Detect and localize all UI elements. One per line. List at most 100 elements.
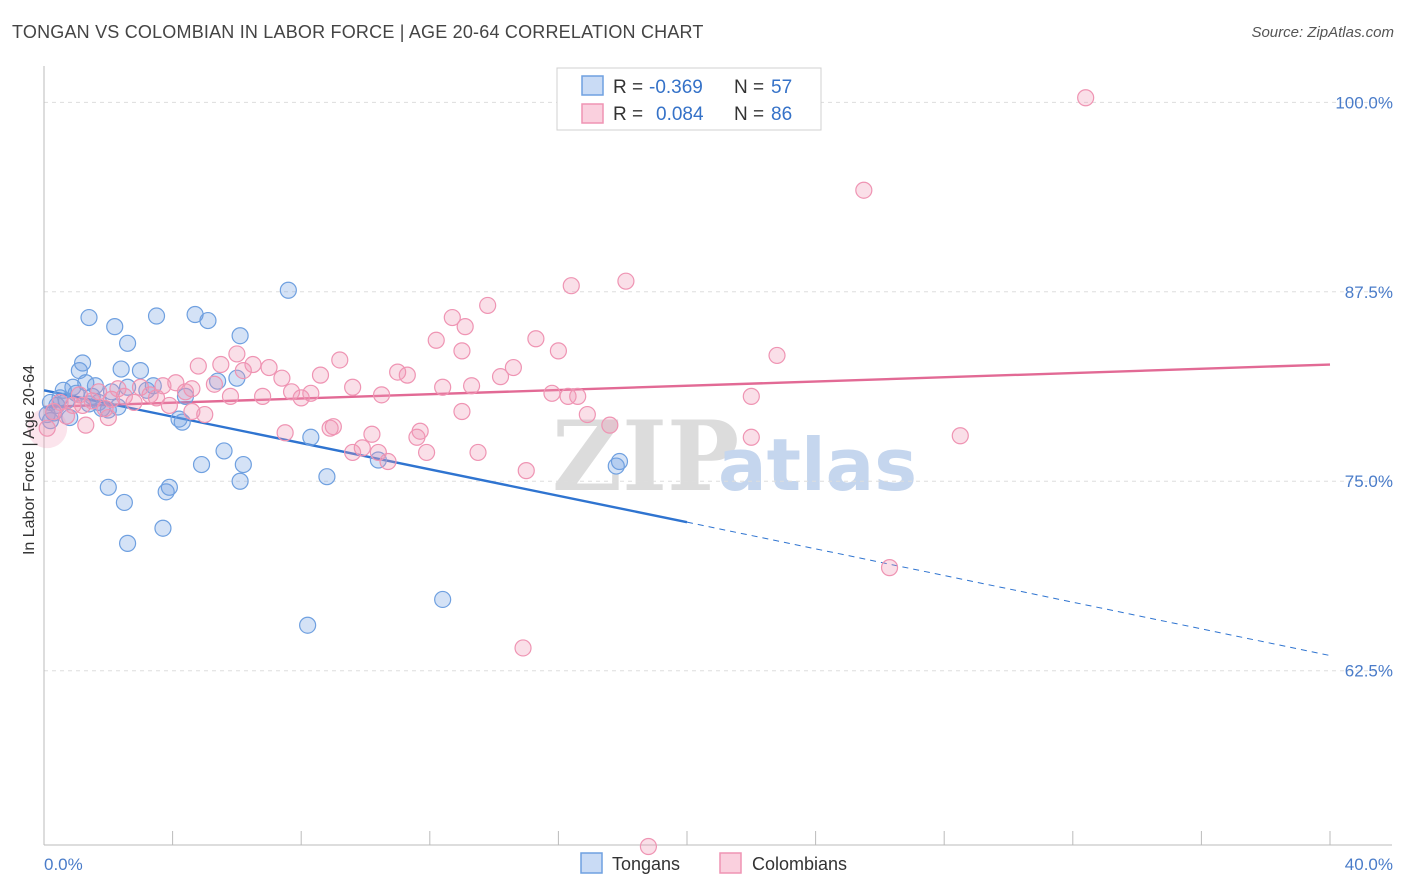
legend-swatch-tongans <box>581 75 604 96</box>
point-tongans-24 <box>80 308 98 327</box>
y-tick-label-2: 75.0% <box>1345 472 1393 491</box>
watermark-zip: ZIP <box>552 400 739 513</box>
point-colombians-22 <box>189 357 207 375</box>
point-tongans-31 <box>279 281 297 299</box>
point-colombians-76 <box>559 387 577 405</box>
point-colombians-59 <box>527 330 545 348</box>
y-tick-labels: 100.0% 87.5% 75.0% 62.5% <box>1335 93 1393 680</box>
point-colombians-44 <box>389 363 407 381</box>
point-colombians-84 <box>569 387 587 405</box>
point-colombians-25 <box>212 355 230 374</box>
point-tongans-40 <box>99 478 117 496</box>
point-colombians-68 <box>768 346 786 365</box>
point-colombians-63 <box>578 405 596 424</box>
point-colombians-69 <box>855 181 873 199</box>
point-colombians-13 <box>125 393 143 412</box>
point-tongans-39 <box>234 455 252 474</box>
point-colombians-64 <box>601 416 619 434</box>
point-colombians-60 <box>543 384 561 402</box>
point-tongans-27 <box>147 307 166 325</box>
series-legend: Tongans Colombians <box>580 852 847 874</box>
trend-line-colombians <box>43 363 1331 409</box>
point-tongans-53 <box>192 455 211 474</box>
point-colombians-61 <box>549 342 568 360</box>
point-colombians-73 <box>742 428 760 446</box>
legend-r-label-colombians: R = <box>613 104 643 125</box>
axes <box>43 66 1392 846</box>
y-axis-label: In Labor Force | Age 20-64 <box>21 365 38 555</box>
chart-title: TONGAN VS COLOMBIAN IN LABOR FORCE | AGE… <box>12 22 704 42</box>
trend-line-tongans <box>43 389 688 524</box>
point-colombians-42 <box>372 386 391 404</box>
point-colombians-26 <box>221 387 240 405</box>
point-colombians-24 <box>205 375 223 393</box>
point-colombians-54 <box>469 443 487 462</box>
point-tongans-29 <box>199 311 217 330</box>
point-colombians-79 <box>99 408 117 427</box>
point-colombians-82 <box>324 418 342 436</box>
point-tongans-46 <box>302 428 320 446</box>
point-tongans-44 <box>154 519 172 537</box>
y-tick-label-0: 100.0% <box>1335 93 1393 112</box>
watermark: ZIP atlas <box>552 400 917 513</box>
source-credit: Source: ZipAtlas.com <box>1251 24 1394 41</box>
point-tongans-20 <box>112 360 130 378</box>
point-colombians-21 <box>183 380 201 398</box>
point-colombians-85 <box>73 396 92 415</box>
point-tongans-50 <box>607 457 625 475</box>
bottom-legend-label-tongans: Tongans <box>612 854 680 874</box>
point-colombians-48 <box>427 331 445 349</box>
point-colombians-36 <box>311 366 330 384</box>
point-colombians-12 <box>115 387 133 405</box>
point-tongans-25 <box>106 318 124 336</box>
point-tongans-10 <box>73 354 92 372</box>
point-colombians-78 <box>344 443 362 462</box>
point-colombians-58 <box>517 462 535 480</box>
point-colombians-4 <box>64 396 82 415</box>
watermark-atlas: atlas <box>718 423 917 507</box>
point-colombians-33 <box>282 383 301 401</box>
point-colombians-56 <box>491 368 510 386</box>
point-tongans-36 <box>170 410 188 428</box>
series-colombians-points <box>27 89 1095 856</box>
correlation-legend: R = -0.369 N = 57 R = 0.084 N = 86 <box>556 67 822 131</box>
point-tongans-22 <box>131 361 150 380</box>
point-colombians-81 <box>276 424 294 442</box>
point-colombians-1 <box>45 402 63 421</box>
point-tongans-45 <box>118 534 137 552</box>
point-tongans-56 <box>231 472 249 490</box>
point-colombians-40 <box>353 439 371 457</box>
point-colombians-7 <box>83 392 101 410</box>
point-tongans-43 <box>160 478 178 496</box>
point-colombians-77 <box>411 422 429 440</box>
point-tongans-26 <box>118 334 137 352</box>
point-colombians-50 <box>443 308 461 327</box>
point-tongans-34 <box>209 372 227 390</box>
point-tongans-38 <box>215 442 233 460</box>
point-colombians-67 <box>514 639 532 657</box>
point-colombians-41 <box>363 425 381 443</box>
point-colombians-52 <box>456 318 474 336</box>
point-tongans-41 <box>115 493 133 512</box>
point-colombians-65 <box>617 272 635 290</box>
point-colombians-57 <box>504 358 522 377</box>
point-colombians-53 <box>462 377 481 395</box>
point-colombians-62 <box>562 277 580 295</box>
point-colombians-47 <box>417 443 436 462</box>
legend-n-value-tongans: 57 <box>771 77 792 98</box>
point-colombians-45 <box>398 366 416 384</box>
point-colombians-38 <box>331 351 349 369</box>
point-tongans-52 <box>434 590 452 609</box>
point-colombians-17 <box>154 377 172 395</box>
trend-line-tongans-extension <box>686 521 1331 657</box>
grid-lines <box>44 101 1392 672</box>
point-colombians-10 <box>102 390 121 408</box>
point-colombians-32 <box>273 369 291 387</box>
point-colombians-71 <box>1077 89 1095 107</box>
point-colombians-0 <box>38 419 56 437</box>
point-tongans-37 <box>173 413 191 431</box>
point-colombians-49 <box>434 378 452 396</box>
point-colombians-8 <box>90 383 108 401</box>
